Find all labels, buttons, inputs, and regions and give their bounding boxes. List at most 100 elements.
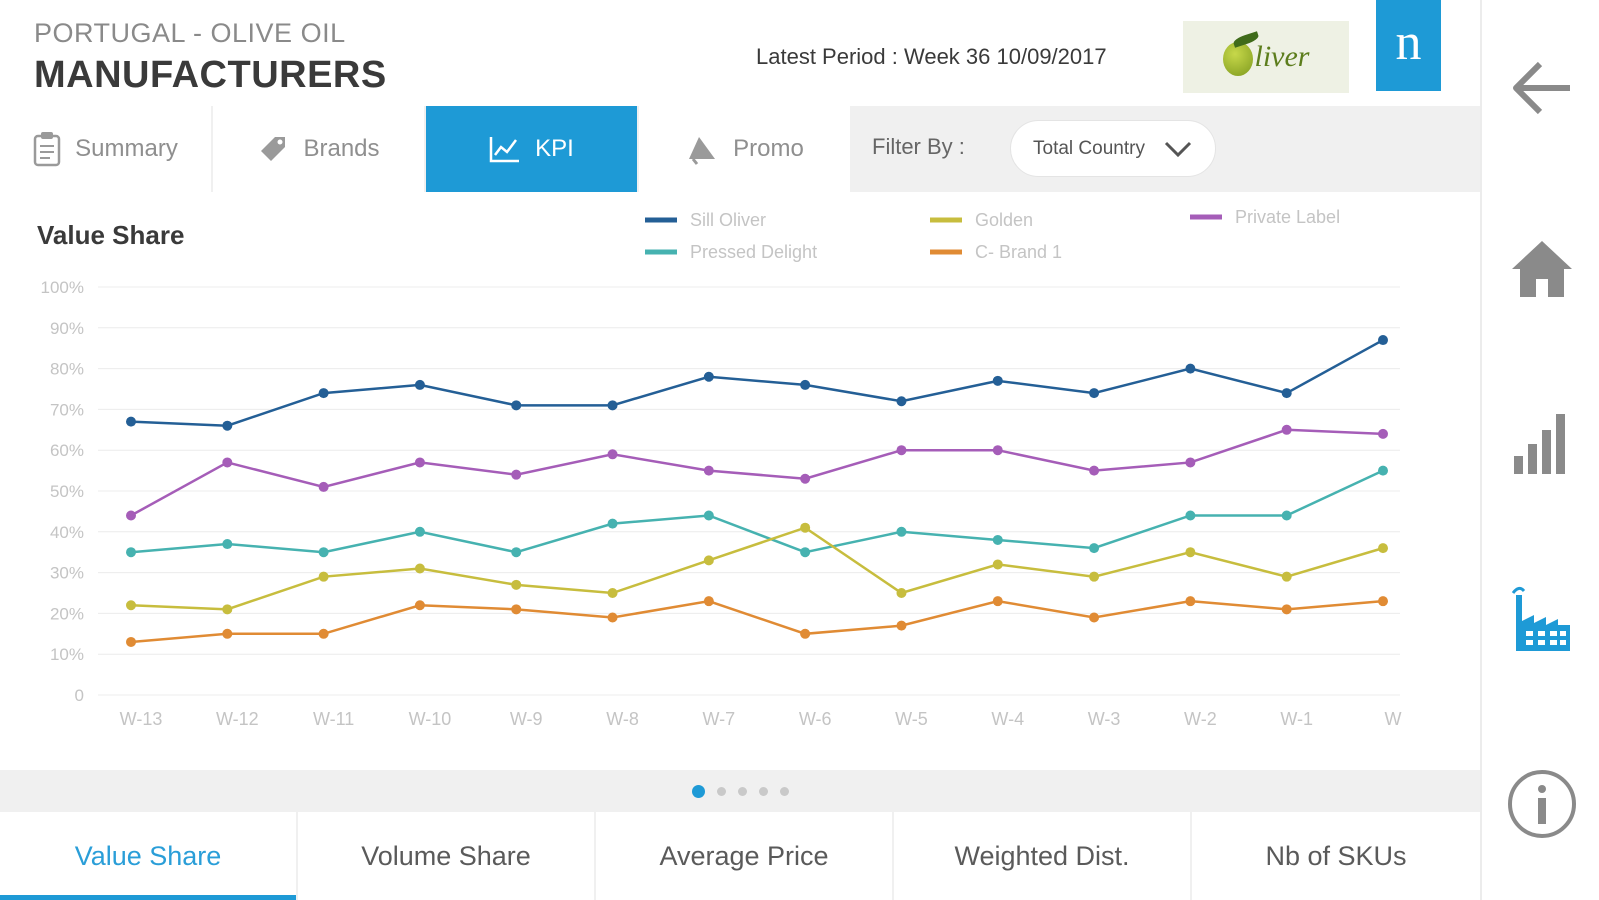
- pager-dot[interactable]: [691, 784, 705, 798]
- back-button[interactable]: [1482, 58, 1599, 118]
- bar-chart-icon: [1513, 414, 1565, 474]
- series-line: [130, 599, 1384, 644]
- tab-brands-label: Brands: [303, 135, 380, 162]
- metric-tab-label: Value Share: [74, 840, 222, 871]
- legend-label: Sill Oliver: [690, 210, 766, 230]
- metric-tab-weighted-dist[interactable]: Weighted Dist.: [894, 812, 1192, 900]
- data-point: [1185, 363, 1196, 374]
- category-subtitle: PORTUGAL - OLIVE OIL: [34, 18, 346, 48]
- data-point: [992, 534, 1003, 545]
- data-point: [607, 518, 618, 529]
- chart-title: Value Share: [37, 220, 185, 250]
- data-point: [992, 596, 1003, 607]
- y-tick-label: 70%: [50, 400, 84, 419]
- x-tick-label: W-9: [510, 709, 543, 729]
- tab-brands[interactable]: Brands: [213, 106, 424, 192]
- series-line: [130, 469, 1384, 554]
- line-chart-icon: [489, 137, 520, 163]
- series-line: [130, 526, 1384, 611]
- data-point: [414, 379, 425, 390]
- data-point: [1281, 424, 1292, 435]
- metric-tab-value-share[interactable]: Value Share: [0, 812, 298, 900]
- data-point: [703, 555, 714, 566]
- metric-tab-label: Weighted Dist.: [954, 840, 1130, 871]
- data-point: [703, 465, 714, 476]
- legend-label: Golden: [975, 210, 1033, 230]
- data-point: [1089, 465, 1100, 476]
- data-point: [1281, 604, 1292, 615]
- manufacturers-button[interactable]: [1482, 585, 1599, 653]
- data-point: [896, 396, 907, 407]
- data-point: [800, 522, 811, 533]
- metric-tab-nb-skus[interactable]: Nb of SKUs: [1192, 812, 1480, 900]
- tab-promo[interactable]: Promo: [639, 106, 850, 192]
- data-point: [1378, 335, 1388, 346]
- data-point: [800, 547, 811, 558]
- clipboard-icon: [33, 132, 61, 167]
- factory-icon: [1511, 586, 1570, 651]
- pager-dot[interactable]: [779, 786, 789, 796]
- x-tick-label: W-6: [799, 709, 832, 729]
- metric-tab-average-price[interactable]: Average Price: [596, 812, 894, 900]
- y-tick-label: 90%: [50, 319, 84, 338]
- data-point: [607, 588, 618, 598]
- series-line: [130, 338, 1384, 427]
- data-point: [992, 559, 1003, 570]
- x-tick-label: W-3: [1088, 709, 1121, 729]
- data-point: [992, 445, 1003, 456]
- y-tick-label: 40%: [50, 523, 84, 542]
- data-point: [1281, 388, 1292, 399]
- metric-tab-label: Volume Share: [361, 840, 531, 871]
- home-button[interactable]: [1482, 237, 1599, 301]
- tag-icon: [261, 137, 286, 161]
- filter-label: Filter By :: [872, 134, 965, 159]
- data-point: [126, 636, 136, 647]
- reports-button[interactable]: [1482, 408, 1599, 476]
- data-point: [1378, 465, 1388, 476]
- pager-dot[interactable]: [716, 786, 726, 796]
- data-point: [1281, 571, 1292, 582]
- provider-logo: n: [1376, 0, 1441, 91]
- data-point: [222, 539, 233, 550]
- x-tick-label: W-10: [409, 709, 452, 729]
- data-point: [1089, 543, 1100, 554]
- data-point: [1089, 612, 1100, 623]
- data-point: [414, 457, 425, 468]
- data-point: [703, 596, 714, 607]
- metric-tabs: Value Share Volume Share Average Price W…: [0, 812, 1480, 900]
- tab-summary-label: Summary: [75, 135, 178, 162]
- metric-tab-volume-share[interactable]: Volume Share: [298, 812, 596, 900]
- tab-bar: Summary Brands KPI Promo Filter By : Tot…: [0, 106, 1480, 192]
- region-filter-dropdown[interactable]: Total Country: [1010, 120, 1216, 177]
- data-point: [414, 600, 425, 611]
- data-point: [318, 481, 329, 492]
- data-point: [1378, 596, 1388, 607]
- data-point: [1185, 596, 1196, 607]
- olive-icon: [1222, 42, 1253, 76]
- pager-dot[interactable]: [737, 786, 747, 796]
- x-tick-label: W-2: [1184, 709, 1217, 729]
- metric-tab-label: Nb of SKUs: [1265, 840, 1407, 871]
- tab-kpi[interactable]: KPI: [426, 106, 637, 192]
- info-button[interactable]: [1482, 768, 1599, 840]
- y-tick-label: 100%: [41, 278, 84, 297]
- data-point: [1089, 571, 1100, 582]
- data-point: [896, 526, 907, 537]
- data-point: [1089, 388, 1100, 399]
- data-point: [1185, 510, 1196, 521]
- y-tick-label: 30%: [50, 564, 84, 583]
- y-tick-label: 60%: [50, 441, 84, 460]
- data-point: [1378, 428, 1388, 439]
- home-icon: [1511, 241, 1572, 297]
- tab-summary[interactable]: Summary: [0, 106, 211, 192]
- tab-promo-label: Promo: [733, 135, 804, 162]
- x-tick-label: W-8: [606, 709, 639, 729]
- pager-dot[interactable]: [758, 786, 768, 796]
- metric-tab-label: Average Price: [659, 840, 829, 871]
- data-point: [414, 563, 425, 574]
- data-point: [414, 526, 425, 537]
- series-line: [130, 428, 1384, 517]
- data-point: [607, 400, 618, 411]
- data-point: [318, 628, 329, 639]
- data-point: [800, 628, 811, 639]
